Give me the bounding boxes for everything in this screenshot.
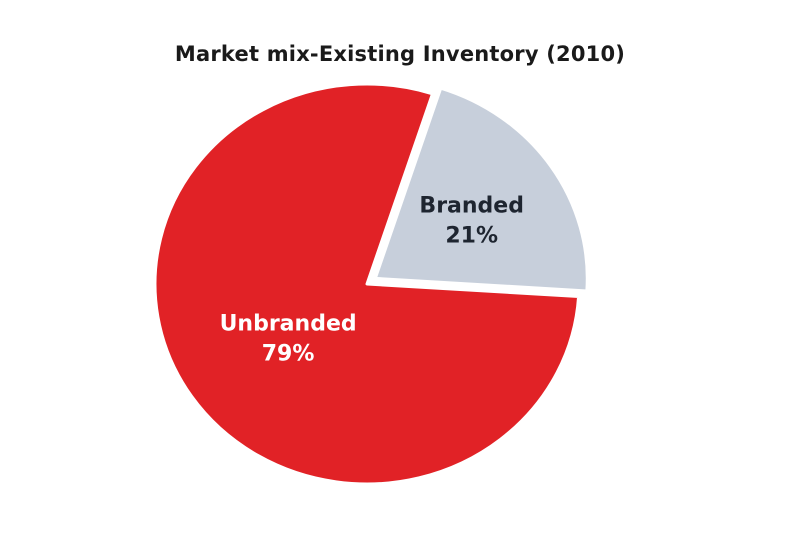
pie-slices — [153, 82, 589, 486]
slice-label-branded: Branded — [419, 194, 524, 219]
slice-value-unbranded: 79% — [262, 342, 315, 367]
chart-title: Market mix-Existing Inventory (2010) — [174, 42, 626, 66]
pie-slice-branded — [373, 86, 589, 293]
slice-label-unbranded: Unbranded — [220, 312, 357, 337]
slice-value-branded: 21% — [445, 224, 498, 249]
pie-slice-unbranded — [153, 82, 581, 486]
